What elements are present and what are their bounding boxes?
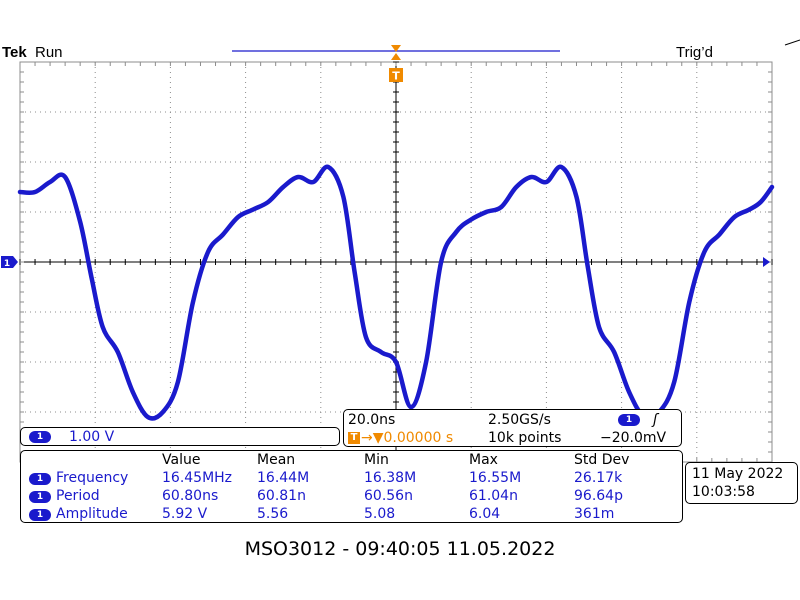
measurement-channel-chip: 1 — [29, 473, 51, 485]
period-std-dev: 96.64p — [574, 488, 623, 504]
time-per-div: 20.0ns — [348, 412, 396, 428]
period-min: 60.56n — [364, 488, 413, 504]
amplitude-mean: 5.56 — [257, 506, 289, 522]
measurement-amplitude-label: Amplitude — [56, 506, 128, 522]
trigger-slope-icon: ʃ — [653, 412, 658, 428]
channel-scale-value: 1.00 V — [69, 429, 115, 445]
trigger-level-arrow — [763, 257, 770, 267]
period-max: 61.04n — [469, 488, 518, 504]
footer-caption: MSO3012 - 09:40:05 11.05.2022 — [244, 538, 556, 560]
measurement-period-label: Period — [56, 488, 100, 504]
trigger-position-marker: T — [389, 68, 403, 83]
channel-ground-marker: 1 — [1, 256, 18, 269]
sample-rate: 2.50GS/s — [488, 412, 551, 428]
channel-scale-box[interactable]: 1 1.00 V — [20, 427, 340, 446]
channel-chip: 1 — [29, 431, 51, 443]
trigger-level: −20.0mV — [600, 430, 667, 446]
period-value: 60.80ns — [162, 488, 219, 504]
trigger-channel-chip: 1 — [618, 414, 640, 426]
date-label: 11 May 2022 — [692, 466, 784, 482]
trigger-position-icon: T — [348, 432, 360, 444]
time-label: 10:03:58 — [692, 484, 755, 500]
frequency-max: 16.55M — [469, 470, 522, 486]
frequency-mean: 16.44M — [257, 470, 310, 486]
brand-logo: Tek — [2, 44, 27, 61]
measurement-header-value: Value — [162, 452, 201, 468]
datetime-box: 11 May 2022 10:03:58 — [685, 462, 798, 504]
trigger-state-label: Trig’d — [676, 44, 713, 61]
window-edge-mark — [784, 39, 800, 46]
frequency-value: 16.45MHz — [162, 470, 233, 486]
measurements-panel: Value Mean Min Max Std Dev 1 Frequency 1… — [20, 450, 683, 523]
measurement-header-max: Max — [469, 452, 498, 468]
trigger-position: →▼0.00000 s — [361, 430, 454, 446]
amplitude-min: 5.08 — [364, 506, 396, 522]
timebase-box[interactable]: 20.0ns 2.50GS/s 1 ʃ T →▼0.00000 s 10k po… — [343, 409, 682, 447]
channel-marker-number: 1 — [4, 259, 10, 269]
measurement-header-min: Min — [364, 452, 389, 468]
period-mean: 60.81n — [257, 488, 306, 504]
measurement-channel-chip: 1 — [29, 509, 51, 521]
record-length: 10k points — [488, 430, 562, 446]
frequency-std-dev: 26.17k — [574, 470, 623, 486]
amplitude-value: 5.92 V — [162, 506, 208, 522]
measurement-header-mean: Mean — [257, 452, 296, 468]
trigger-marker-letter: T — [392, 70, 400, 83]
measurement-header-std-dev: Std Dev — [574, 452, 630, 468]
measurement-frequency-label: Frequency — [56, 470, 129, 486]
record-position-icon — [391, 45, 401, 60]
frequency-min: 16.38M — [364, 470, 417, 486]
amplitude-max: 6.04 — [469, 506, 501, 522]
amplitude-std-dev: 361m — [574, 506, 615, 522]
measurement-channel-chip: 1 — [29, 491, 51, 503]
run-state-label: Run — [35, 44, 63, 61]
